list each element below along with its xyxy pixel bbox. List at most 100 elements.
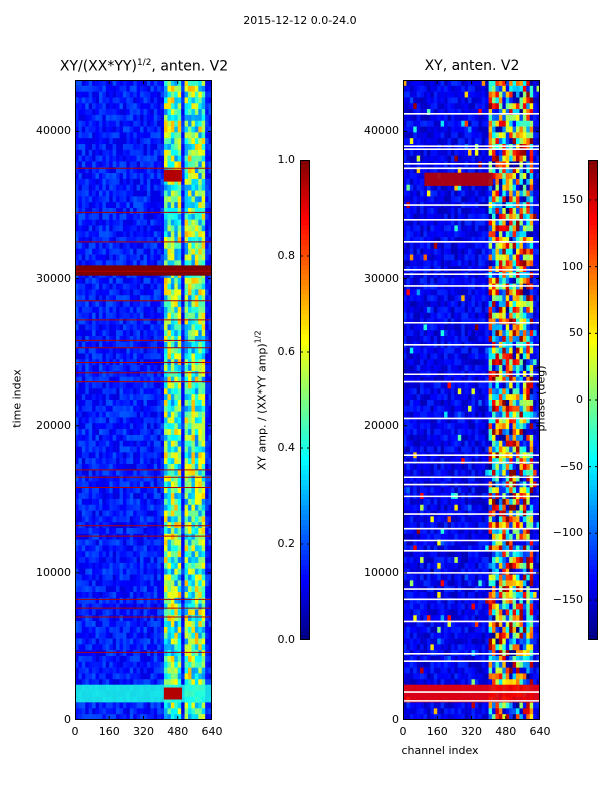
heatmap-cell: [170, 91, 175, 98]
heatmap-cell: [170, 493, 175, 500]
heatmap-cell: [194, 574, 199, 581]
heatmap-cell: [98, 213, 103, 220]
heatmap-cell: [102, 248, 107, 255]
heatmap-cell: [129, 429, 134, 436]
heatmap-cell: [102, 650, 107, 657]
heatmap-cell: [150, 248, 155, 255]
colorbar-segment: [300, 395, 310, 401]
heatmap-cell: [75, 324, 79, 331]
heatmap-cell: [98, 702, 103, 709]
heatmap-cell: [95, 597, 100, 604]
heatmap-cell: [140, 528, 144, 535]
heatmap-cell: [81, 254, 86, 261]
heatmap-cell: [112, 178, 117, 186]
heatmap-cell: [143, 446, 148, 453]
heatmap-cell: [509, 132, 513, 139]
heatmap-cell: [109, 621, 113, 628]
heatmap-cell: [205, 498, 209, 506]
heatmap-cell: [92, 458, 96, 465]
heatmap-cell: [181, 469, 185, 476]
heatmap-cell: [191, 615, 196, 622]
left-panel-title: XY/(XX*YY)1/2, anten. V2: [59, 58, 229, 75]
heatmap-cell: [102, 231, 107, 238]
heatmap-cell: [129, 103, 134, 110]
heatmap-cell: [78, 621, 83, 628]
heatmap-cell: [95, 237, 100, 244]
heatmap-cell: [75, 213, 79, 220]
heatmap-cell: [191, 557, 196, 564]
heatmap-cell: [184, 609, 189, 616]
heatmap-cell: [95, 91, 100, 98]
heatmap-cell: [88, 341, 93, 348]
colorbar-segment: [300, 565, 310, 571]
heatmap-cell: [88, 295, 93, 302]
heatmap-cell: [201, 155, 206, 162]
heatmap-cell: [85, 574, 89, 581]
heatmap-cell: [191, 434, 196, 442]
heatmap-cell: [105, 516, 110, 523]
heatmap-cell: [420, 91, 424, 98]
heatmap-cell: [201, 580, 206, 587]
heatmap-cell: [157, 295, 161, 302]
heatmap-cell: [112, 190, 117, 197]
heatmap-cell: [198, 318, 203, 325]
heatmap-cell: [119, 196, 124, 203]
heatmap-cell: [95, 533, 100, 540]
heatmap-cell: [181, 650, 185, 657]
heatmap-cell: [153, 161, 158, 168]
colorbar-segment: [300, 590, 310, 596]
heatmap-cell: [85, 231, 89, 238]
heatmap-cell: [164, 417, 168, 424]
heatmap-cell: [98, 242, 103, 250]
heatmap-cell: [95, 202, 100, 209]
heatmap-cell: [184, 347, 189, 354]
heatmap-cell: [170, 219, 175, 226]
heatmap-cell: [119, 504, 124, 511]
heatmap-cell: [140, 231, 144, 238]
heatmap-cell: [205, 132, 209, 139]
heatmap-cell: [95, 708, 100, 715]
heatmap-cell: [177, 551, 182, 558]
heatmap-cell: [181, 254, 185, 261]
heatmap-cell: [75, 330, 79, 337]
heatmap-cell: [146, 417, 151, 424]
heatmap-cell: [122, 173, 127, 180]
heatmap-cell: [409, 109, 414, 116]
heatmap-cell: [122, 609, 127, 616]
heatmap-cell: [140, 184, 144, 191]
heatmap-cell: [157, 91, 161, 98]
heatmap-cell: [92, 539, 96, 546]
heatmap-cell: [146, 539, 151, 546]
heatmap-cell: [198, 574, 203, 581]
heatmap-cell: [95, 225, 100, 232]
heatmap-cell: [150, 301, 155, 308]
heatmap-cell: [177, 289, 182, 296]
heatmap-cell: [143, 109, 148, 116]
heatmap-cell: [160, 132, 165, 139]
heatmap-cell: [174, 446, 179, 453]
heatmap-cell: [198, 85, 203, 92]
heatmap-cell: [136, 464, 141, 471]
heatmap-cell: [75, 277, 79, 284]
heatmap-cell: [85, 138, 89, 145]
heatmap-cell: [95, 242, 100, 250]
heatmap-cell: [146, 661, 151, 668]
heatmap-cell: [81, 528, 86, 535]
heatmap-cell: [194, 522, 199, 529]
heatmap-cell: [136, 149, 141, 156]
heatmap-cell: [164, 667, 168, 674]
heatmap-cell: [468, 80, 472, 87]
heatmap-cell: [150, 487, 155, 494]
heatmap-cell: [92, 661, 96, 668]
heatmap-cell: [208, 417, 212, 424]
heatmap-cell: [406, 97, 411, 104]
heatmap-cell: [208, 161, 212, 168]
heatmap-cell: [75, 155, 79, 162]
heatmap-cell: [116, 533, 120, 540]
heatmap-cell: [164, 481, 168, 488]
heatmap-cell: [109, 132, 113, 139]
figure-suptitle: 2015-12-12 0.0-24.0: [243, 14, 357, 27]
heatmap-cell: [122, 376, 127, 383]
heatmap-cell: [177, 498, 182, 506]
heatmap-cell: [201, 167, 206, 174]
